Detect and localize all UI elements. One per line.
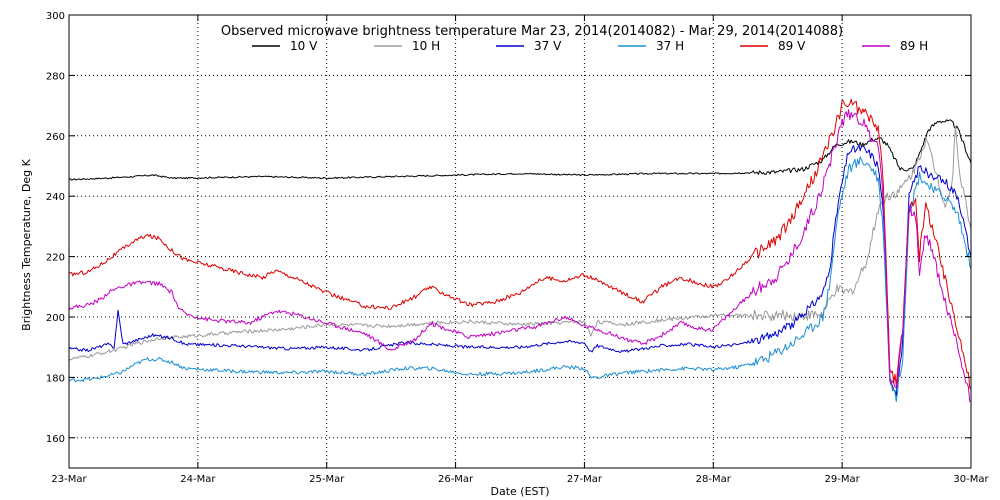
x-tick-label: 23-Mar xyxy=(51,474,87,485)
plot-frame xyxy=(68,14,972,469)
series-layer xyxy=(68,98,972,403)
series-line-37-v xyxy=(68,144,972,397)
y-tick-label: 200 xyxy=(46,313,65,324)
series-line-37-h xyxy=(68,156,972,403)
legend-label-37-h: 37 H xyxy=(656,39,684,53)
x-tick-label: 25-Mar xyxy=(309,474,345,485)
series-line-10-v xyxy=(68,119,972,181)
y-tick-label: 240 xyxy=(46,192,65,203)
y-axis-label: Brightness Temperature, Deg K xyxy=(20,158,33,330)
legend-label-89-v: 89 V xyxy=(778,39,806,53)
y-tick-label: 160 xyxy=(46,434,65,445)
y-tick-label: 180 xyxy=(46,373,65,384)
x-tick-label: 28-Mar xyxy=(696,474,732,485)
y-tick-label: 300 xyxy=(46,11,65,22)
x-tick-label: 26-Mar xyxy=(438,474,474,485)
y-tick-label: 280 xyxy=(46,71,65,82)
y-tick-label: 260 xyxy=(46,132,65,143)
x-tick-label: 29-Mar xyxy=(825,474,861,485)
ticks: 23-Mar 24-Mar 25-Mar 26-Mar 27-Mar 28-Mar 29-M… xyxy=(46,11,990,485)
legend: 10 V 10 H 37 V 37 H 89 V 89 H xyxy=(252,39,928,53)
series-line-10-h xyxy=(68,125,972,362)
legend-label-10-v: 10 V xyxy=(290,39,318,53)
y-tick-label: 220 xyxy=(46,253,65,264)
legend-label-37-v: 37 V xyxy=(534,39,562,53)
legend-label-10-h: 10 H xyxy=(412,39,440,53)
legend-label-89-h: 89 H xyxy=(900,39,928,53)
x-tick-label: 27-Mar xyxy=(567,474,603,485)
series-line-89-h xyxy=(68,109,972,403)
x-tick-label: 24-Mar xyxy=(180,474,216,485)
x-tick-label: 30-Mar xyxy=(953,474,989,485)
chart-title: Observed microwave brightness temperatur… xyxy=(221,24,843,39)
x-axis-label: Date (EST) xyxy=(490,485,549,498)
series-line-89-v xyxy=(68,98,972,390)
